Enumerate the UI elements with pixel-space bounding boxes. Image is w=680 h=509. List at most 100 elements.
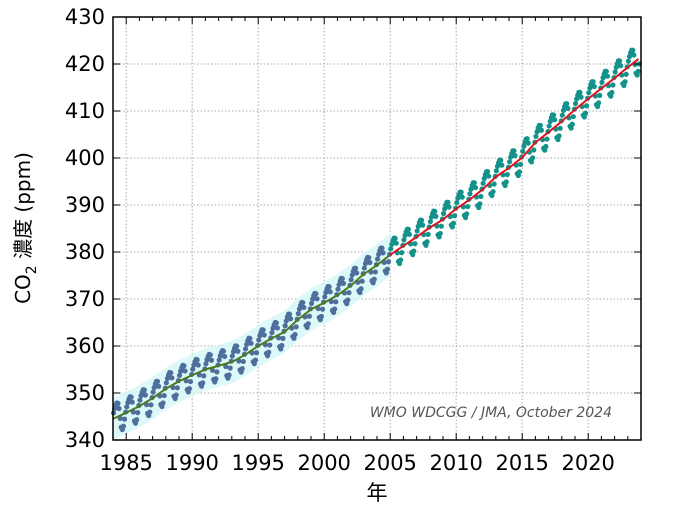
monthly-point [597, 92, 603, 98]
monthly-point [393, 240, 399, 246]
monthly-point [471, 180, 477, 186]
monthly-point [161, 392, 167, 399]
y-tick-label: 350 [65, 381, 105, 405]
monthly-point [506, 159, 513, 165]
monthly-point [570, 114, 576, 120]
monthly-point [406, 231, 413, 237]
y-tick-label: 390 [65, 193, 105, 217]
monthly-point [604, 73, 611, 79]
x-tick-label: 1995 [231, 451, 284, 475]
monthly-point [359, 278, 365, 284]
monthly-point [135, 410, 141, 416]
monthly-point [267, 342, 273, 348]
monthly-point [354, 270, 360, 276]
monthly-point [129, 399, 135, 405]
monthly-point [280, 335, 286, 341]
monthly-point [248, 340, 254, 346]
monthly-point [418, 217, 425, 223]
monthly-point [374, 256, 381, 262]
monthly-point [308, 300, 315, 307]
monthly-point [499, 162, 505, 168]
monthly-point [599, 79, 605, 85]
monthly-point [484, 168, 491, 175]
monthly-point [332, 306, 338, 312]
monthly-point [340, 280, 347, 287]
monthly-point [142, 392, 149, 398]
monthly-point [229, 353, 235, 359]
monthly-point [635, 68, 641, 74]
monthly-point [176, 372, 183, 378]
monthly-point [247, 335, 253, 342]
monthly-point [623, 71, 629, 77]
monthly-point [346, 290, 352, 296]
monthly-point [288, 316, 294, 322]
monthly-point [128, 394, 134, 400]
x-axis-label: 年 [367, 481, 388, 505]
x-tick-label: 2000 [297, 451, 350, 475]
monthly-point [181, 363, 187, 369]
monthly-point [207, 352, 213, 358]
monthly-point [528, 159, 535, 165]
monthly-point [565, 105, 571, 112]
monthly-point [286, 311, 293, 317]
monthly-point [269, 329, 275, 336]
monthly-point [242, 346, 249, 352]
monthly-point [282, 323, 288, 329]
monthly-point [339, 275, 345, 282]
monthly-point [256, 337, 262, 343]
monthly-point [187, 378, 194, 385]
monthly-point [292, 331, 298, 338]
monthly-point [546, 123, 552, 129]
monthly-point [154, 378, 161, 385]
monthly-point [491, 181, 497, 187]
monthly-point [440, 210, 447, 217]
monthly-point [208, 357, 215, 363]
monthly-point [293, 324, 299, 330]
monthly-point [253, 350, 260, 356]
monthly-point [213, 376, 219, 382]
monthly-point [486, 173, 492, 179]
x-tick-label: 2005 [363, 451, 416, 475]
monthly-point [348, 277, 354, 283]
monthly-point [115, 400, 121, 406]
monthly-point [371, 276, 377, 282]
monthly-point [121, 416, 128, 422]
monthly-point [326, 284, 332, 290]
monthly-point [327, 289, 333, 295]
monthly-points [110, 47, 642, 433]
monthly-point [520, 148, 526, 154]
monthly-point [163, 380, 169, 386]
monthly-point [425, 231, 431, 237]
monthly-point [465, 203, 471, 210]
monthly-point [538, 127, 545, 133]
monthly-point [451, 213, 458, 219]
monthly-point [234, 343, 240, 349]
monthly-point [477, 201, 483, 207]
monthly-point [226, 372, 232, 378]
trend-line-early [112, 254, 391, 420]
monthly-point [582, 110, 589, 116]
monthly-point [405, 226, 411, 232]
monthly-point [454, 200, 460, 206]
monthly-point [578, 94, 584, 100]
monthly-point [260, 327, 266, 333]
monthly-point [531, 147, 537, 153]
monthly-point [490, 189, 496, 195]
monthly-point [209, 367, 216, 373]
monthly-point [412, 241, 418, 247]
monthly-point [384, 266, 391, 272]
monthly-point [437, 230, 443, 237]
monthly-point [174, 385, 180, 391]
monthly-point [556, 133, 562, 139]
monthly-point [493, 168, 499, 174]
monthly-point [512, 153, 518, 159]
trend-line-late [389, 58, 639, 256]
monthly-point [618, 63, 624, 69]
monthly-point [380, 250, 386, 256]
monthly-point [388, 246, 394, 252]
monthly-point [524, 136, 530, 142]
monthly-point [214, 369, 220, 375]
monthly-point [446, 204, 452, 210]
monthly-point [590, 79, 596, 85]
monthly-point [190, 366, 196, 372]
